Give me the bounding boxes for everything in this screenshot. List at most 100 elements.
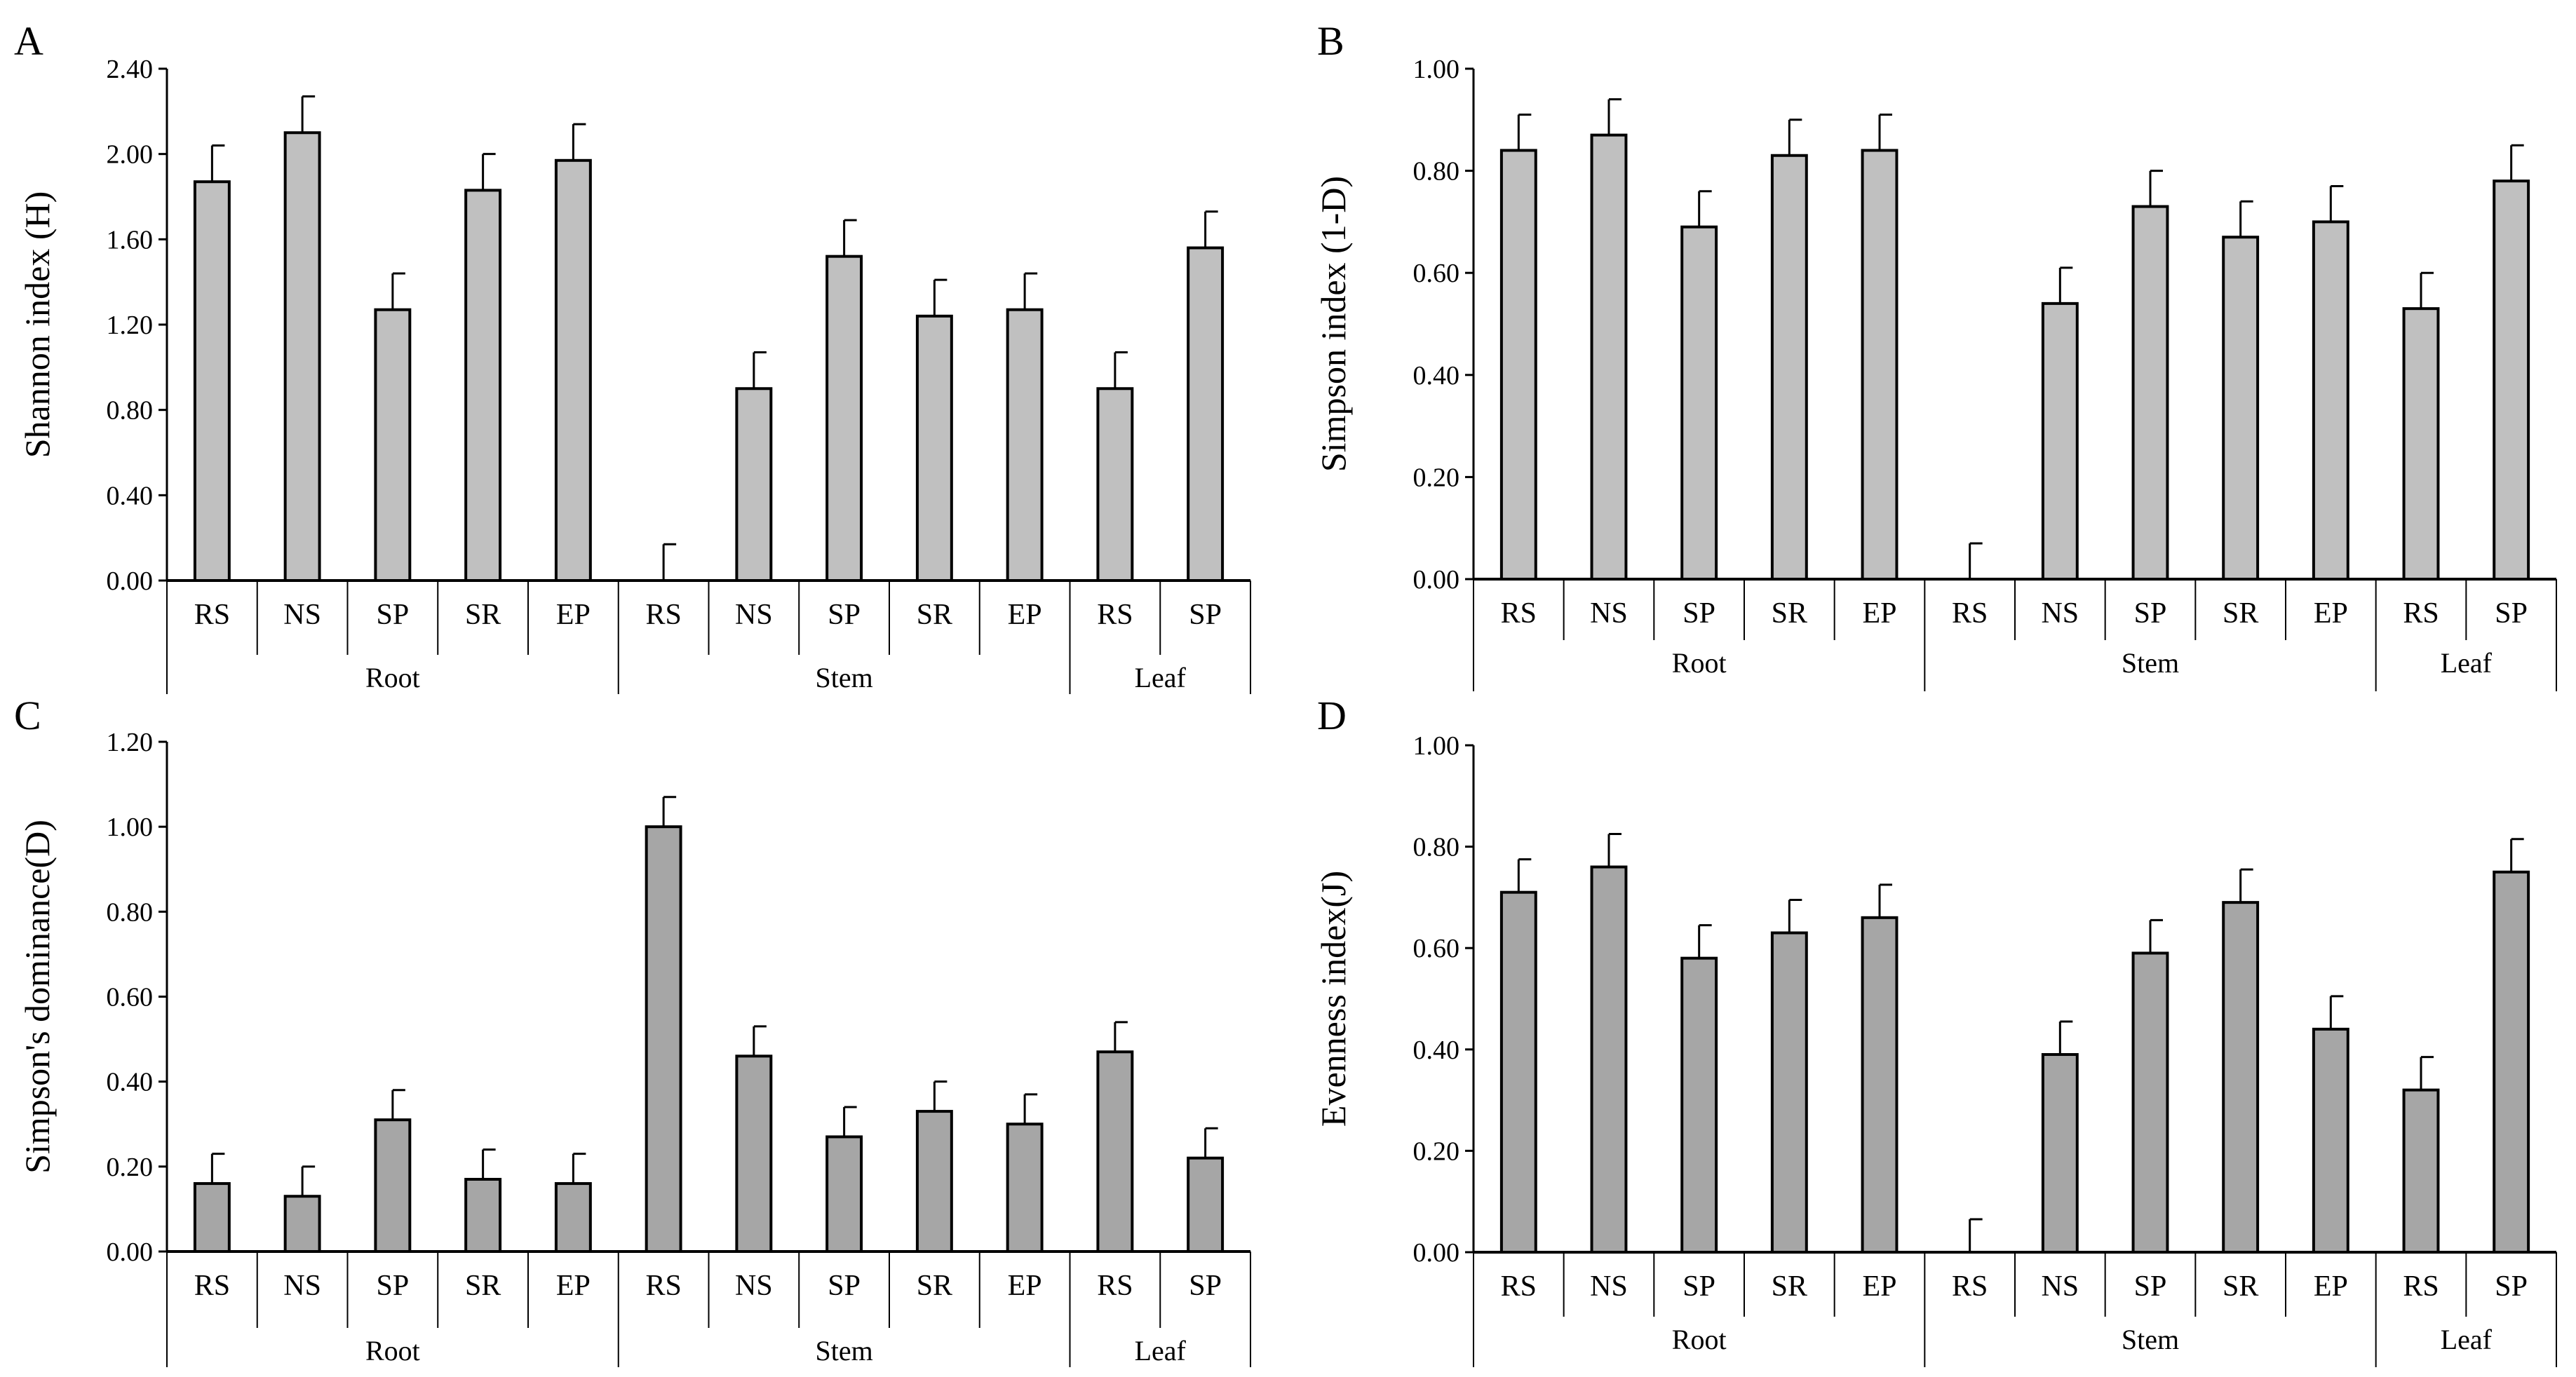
group-label: Root (365, 1335, 420, 1366)
bar (554, 158, 592, 582)
bar (1499, 890, 1537, 1254)
bar (1187, 246, 1225, 582)
category-label: SR (917, 1270, 952, 1302)
bar (464, 1178, 502, 1253)
category-label: RS (194, 1270, 230, 1302)
category-label: EP (1862, 1270, 1896, 1303)
category-label: SR (465, 1270, 501, 1302)
bar (825, 255, 863, 582)
y-tick-label: 0.20 (1413, 463, 1460, 492)
category-label: EP (2314, 597, 2348, 630)
category-label: SR (1772, 597, 1807, 630)
category-label: RS (1952, 597, 1988, 630)
category-label: EP (1862, 597, 1896, 630)
category-label: RS (2403, 597, 2439, 630)
y-tick-label: 0.60 (1413, 259, 1460, 288)
group-label: Stem (816, 1335, 873, 1366)
y-tick-label: 0.40 (107, 1068, 154, 1097)
bar (1006, 1122, 1044, 1253)
y-tick-label: 1.00 (1413, 731, 1460, 761)
y-tick-label: 1.00 (107, 813, 154, 842)
category-label: EP (1008, 599, 1042, 631)
y-tick-label: 2.00 (107, 140, 154, 170)
group-label: Leaf (1135, 662, 1187, 693)
category-label: SR (1772, 1270, 1807, 1303)
category-label: SP (828, 1270, 861, 1302)
y-axis-label: Evenness index(J) (1314, 871, 1353, 1127)
category-label: SP (1189, 599, 1222, 631)
category-label: RS (1097, 599, 1133, 631)
group-label: Root (365, 662, 420, 693)
y-tick-label: 1.20 (107, 728, 154, 757)
bar (374, 1118, 412, 1253)
category-label: SR (917, 599, 952, 631)
bar (1861, 149, 1899, 581)
bar (283, 1195, 321, 1254)
category-label: SP (377, 1270, 410, 1302)
group-label: Leaf (2441, 1324, 2493, 1355)
y-tick-label: 0.40 (1413, 1036, 1460, 1065)
category-label: SP (2495, 597, 2528, 630)
category-label: RS (2403, 1270, 2439, 1303)
category-label: SR (465, 599, 501, 631)
category-label: RS (645, 1270, 681, 1302)
group-label: Leaf (2441, 647, 2493, 679)
y-axis-label: Shannon index (H) (18, 191, 57, 459)
bar (2312, 1027, 2349, 1254)
panel-letter: D (1317, 693, 1347, 738)
y-tick-label: 0.60 (107, 983, 154, 1012)
category-label: SP (2134, 597, 2167, 630)
category-label: SP (2134, 1270, 2167, 1303)
y-tick-label: 0.00 (1413, 565, 1460, 595)
panel-c: C Simpson's dominance(D) 0.00 0.20 0.40 0.60 0… (14, 693, 1251, 1367)
panel-d: D Evenness index(J) 0.00 0.20 0.40 0.60 0.80 1.… (1314, 693, 2557, 1367)
bar (915, 1110, 953, 1253)
category-label: NS (735, 599, 773, 631)
bar (2131, 951, 2169, 1254)
category-label: EP (556, 599, 591, 631)
category-label: RS (1501, 597, 1537, 630)
y-tick-label: 1.00 (1413, 55, 1460, 84)
y-tick-label: 0.80 (1413, 833, 1460, 862)
bar (825, 1135, 863, 1254)
group-label: Leaf (1135, 1335, 1187, 1366)
y-tick-label: 0.40 (107, 481, 154, 510)
bar (1187, 1156, 1225, 1254)
y-tick-label: 0.60 (1413, 934, 1460, 963)
bar (2493, 179, 2530, 581)
bar (2222, 236, 2260, 581)
category-label: NS (283, 599, 321, 631)
bar (283, 131, 321, 582)
panel-letter: C (14, 693, 41, 738)
bar (2041, 301, 2079, 581)
bar (915, 314, 953, 582)
bar (1861, 916, 1899, 1254)
category-label: NS (283, 1270, 321, 1302)
bar (193, 1182, 231, 1253)
category-label: RS (645, 599, 681, 631)
y-tick-label: 0.40 (1413, 361, 1460, 391)
category-label: RS (194, 599, 230, 631)
bar (2402, 307, 2440, 581)
y-tick-label: 0.00 (1413, 1238, 1460, 1268)
category-label: EP (2314, 1270, 2348, 1303)
bar (2312, 220, 2349, 581)
category-label: SP (1683, 597, 1715, 630)
bar (1590, 133, 1628, 581)
bar (554, 1182, 592, 1253)
y-tick-label: 1.60 (107, 225, 154, 255)
bar (2493, 870, 2530, 1254)
category-label: RS (1952, 1270, 1988, 1303)
panel-a: A Shannon index (H) 0.00 0.40 0.80 1.20 1.60 2.… (14, 18, 1251, 694)
category-label: RS (1501, 1270, 1537, 1303)
group-label: Stem (2122, 647, 2179, 679)
bar (2402, 1088, 2440, 1254)
category-label: SP (1189, 1270, 1222, 1302)
bar (735, 1054, 773, 1253)
category-label: SP (1683, 1270, 1715, 1303)
category-label: SP (828, 599, 861, 631)
panel-letter: A (14, 18, 43, 64)
group-label: Stem (816, 662, 873, 693)
bar (1096, 387, 1134, 582)
category-label: SR (2223, 1270, 2258, 1303)
